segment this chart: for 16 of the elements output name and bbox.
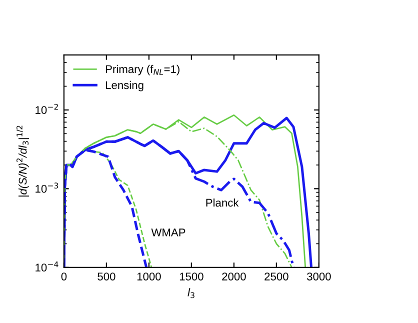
- x-tick-label: 1000: [137, 272, 161, 280]
- x-tick-label: 3000: [307, 272, 331, 280]
- annotation: WMAP: [151, 228, 186, 236]
- x-tick-label: 2500: [264, 272, 288, 280]
- legend-label: Lensing: [106, 80, 144, 92]
- x-axis-title: l$_{3}$: [188, 288, 194, 298]
- x-tick-label: 500: [98, 272, 116, 280]
- y-tick-label: 10$^{−2}$: [36, 104, 58, 114]
- y-tick-label: 10$^{−3}$: [36, 182, 58, 193]
- y-tick-label: 10$^{−4}$: [36, 261, 58, 272]
- y-axis-title: |d(S/N)$^{2}$/dl$_{3}$|$^{1/2}$: [16, 126, 30, 197]
- legend-label: Primary (f$_{NL}$=1): [106, 64, 180, 76]
- x-tick-label: 0: [61, 272, 67, 280]
- x-tick-label: 1500: [180, 272, 204, 280]
- annotation: Planck: [206, 198, 239, 207]
- x-tick-label: 2000: [222, 272, 246, 280]
